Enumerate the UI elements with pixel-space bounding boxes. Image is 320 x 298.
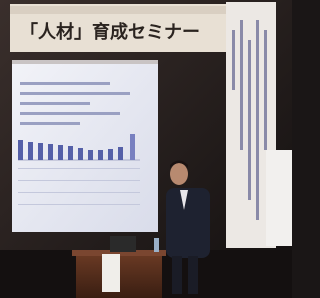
scene: 「人材」育成セミナー <box>0 0 292 298</box>
laptop <box>110 236 136 252</box>
banner-title: 「人材」育成セミナー <box>20 21 200 43</box>
banner-subline <box>10 6 226 14</box>
projection-screen <box>12 60 158 232</box>
screen-edge <box>12 60 158 64</box>
side-banner <box>266 150 292 246</box>
page: 「人材」育成セミナー <box>0 0 292 298</box>
water-bottle <box>154 238 159 252</box>
podium-sign <box>102 254 120 292</box>
